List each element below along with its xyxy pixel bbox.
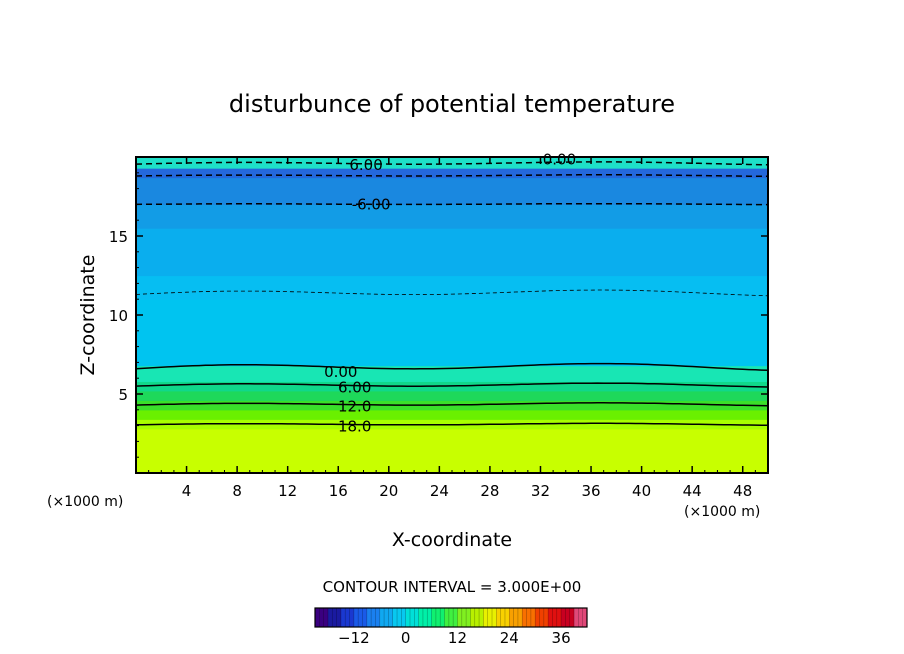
contour-line-6 (135, 174, 768, 178)
contour-lines (135, 161, 769, 427)
colorbar-swatch (315, 608, 329, 627)
colorbar-swatch (509, 608, 523, 627)
x-tick-label: 24 (430, 482, 449, 500)
colorbar-tick-label: −12 (338, 629, 370, 647)
colorbar-swatch (327, 608, 342, 627)
contour-band-8 (136, 275, 768, 300)
x-axis-label: X-coordinate (392, 529, 512, 551)
chart-title: disturbunce of potential temperature (229, 90, 675, 118)
contour-band-6 (136, 365, 768, 382)
contour-band-13 (136, 157, 768, 169)
contour-label-5: 6.00 (349, 156, 382, 174)
x-tick-label: 28 (480, 482, 499, 500)
x-unit-label-right: (×1000 m) (684, 504, 760, 520)
contour-band-2 (136, 409, 768, 420)
x-tick-label: 4 (182, 482, 192, 500)
contour-band-0 (136, 428, 768, 473)
y-tick-label: 10 (109, 307, 128, 325)
contour-line-1 (135, 382, 769, 388)
colorbar-swatch (522, 608, 536, 627)
colorbar-swatch (392, 608, 407, 627)
contour-label-6: 0.00 (543, 150, 576, 168)
x-tick-label: 12 (278, 482, 297, 500)
x-tick-label: 8 (232, 482, 242, 500)
colorbar-swatch (535, 608, 549, 627)
colorbar-swatch (574, 608, 588, 627)
contour-line-3 (135, 422, 769, 427)
y-tick-label: 5 (118, 386, 128, 404)
colorbar-swatch (340, 608, 355, 627)
y-axis-label: Z-coordinate (77, 255, 99, 376)
x-tick-label: 20 (379, 482, 398, 500)
y-tick-label: 15 (109, 228, 128, 246)
contour-interval-text: CONTOUR INTERVAL = 3.000E+00 (323, 578, 582, 596)
colorbar-swatch (561, 608, 575, 627)
colorbar-swatch (444, 608, 458, 627)
colorbar-swatch (483, 608, 497, 627)
colorbar-frame (314, 607, 588, 628)
contour-label-2: 6.00 (338, 379, 371, 397)
contour-band-9 (136, 228, 768, 277)
colorbar-tick-label: 24 (500, 629, 519, 647)
colorbar (314, 607, 588, 628)
colorbar-swatch (470, 608, 484, 627)
contour-label-3: 12.0 (338, 398, 371, 416)
colorbar-swatch (548, 608, 562, 627)
colorbar-swatch (418, 608, 433, 627)
colorbar-tick-label: 12 (448, 629, 467, 647)
contour-line-4 (135, 289, 769, 297)
contour-label-4: 18.0 (338, 417, 371, 435)
colorbar-swatch (353, 608, 368, 627)
contour-band-12 (136, 168, 768, 179)
x-tick-label: 16 (329, 482, 348, 500)
colorbar-tick-label: 36 (552, 629, 571, 647)
y-axis-ticks: 5 10 15 (109, 172, 768, 458)
x-tick-label: 48 (733, 482, 752, 500)
colorbar-swatch (431, 608, 446, 627)
x-tick-label: 32 (531, 482, 550, 500)
colorbar-swatch (366, 608, 381, 627)
contour-line-0 (135, 362, 769, 372)
contour-line-2 (135, 402, 769, 407)
x-tick-label: 44 (683, 482, 702, 500)
contour-label-1: 0.00 (324, 363, 357, 381)
colorbar-tick-label: 0 (401, 629, 411, 647)
x-axis-ticks: 4 8 12 16 20 24 28 32 36 40 44 48 (148, 157, 756, 500)
colorbar-swatch (405, 608, 420, 627)
colorbar-ticks: −12 0 12 24 36 (338, 629, 571, 647)
contour-line-7 (135, 161, 769, 166)
colorbar-swatch (457, 608, 471, 627)
contour-label-0: -6.00 (352, 195, 391, 213)
x-tick-label: 36 (581, 482, 600, 500)
contour-band-7 (136, 299, 768, 367)
colorbar-swatch (379, 608, 394, 627)
colorbar-swatch (496, 608, 510, 627)
contour-band-11 (136, 177, 768, 205)
contour-band-4 (136, 390, 768, 401)
x-unit-label-left: (×1000 m) (47, 494, 123, 510)
x-tick-label: 40 (632, 482, 651, 500)
contour-line-5 (135, 202, 768, 206)
contour-band-10 (136, 204, 768, 229)
